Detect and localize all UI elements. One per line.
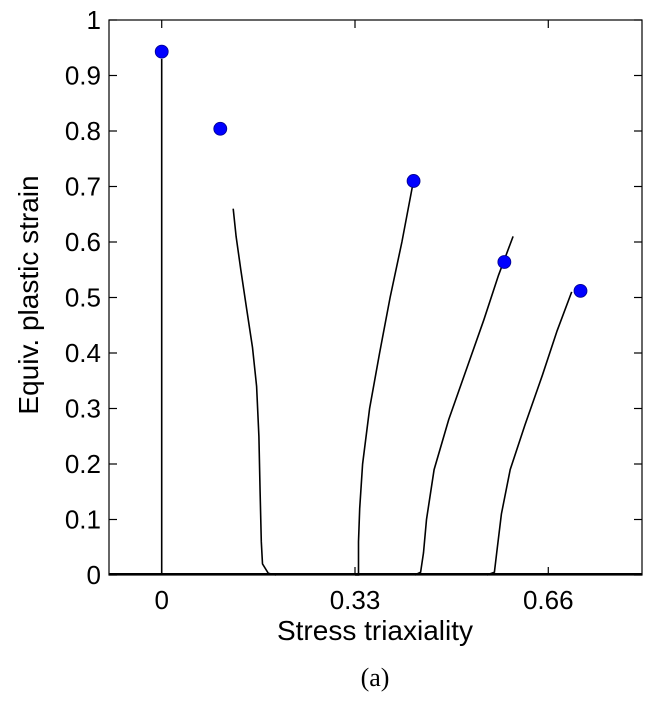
- fracture-point-4: [573, 283, 588, 298]
- y-tick-label: 0.8: [65, 116, 101, 146]
- strain-path-1: [232, 208, 277, 576]
- y-tick-label: 1: [87, 5, 101, 35]
- data-markers: [154, 44, 588, 298]
- plot-frame: [108, 19, 643, 576]
- y-tick-label: 0.1: [65, 505, 101, 535]
- x-axis: 0 0.33 0.66: [154, 20, 574, 615]
- y-tick-label: 0.7: [65, 172, 101, 202]
- fracture-point-0: [154, 44, 169, 59]
- y-tick-label: 0.6: [65, 227, 101, 257]
- y-axis-label: Equiv. plastic strain: [13, 175, 44, 414]
- strain-path-2: [355, 186, 414, 576]
- data-lines: [109, 58, 642, 576]
- fracture-point-2: [406, 174, 421, 188]
- y-tick-label: 0.4: [65, 338, 101, 368]
- y-axis: 0 0.1 0.2 0.3 0.4 0.5 0.6 0.7 0.8 0.9 1: [65, 5, 642, 590]
- y-tick-label: 0.3: [65, 394, 101, 424]
- x-tick-label: 0: [154, 585, 168, 615]
- y-tick-label: 0.2: [65, 449, 101, 479]
- figure-caption: (a): [361, 663, 390, 692]
- y-tick-label: 0.9: [65, 61, 101, 91]
- y-tick-label: 0.5: [65, 283, 101, 313]
- x-axis-label: Stress triaxiality: [277, 615, 473, 646]
- x-tick-label: 0.66: [523, 585, 574, 615]
- strain-path-4: [486, 291, 573, 576]
- y-tick-label: 0: [87, 560, 101, 590]
- strain-path-3: [414, 236, 514, 576]
- x-tick-label: 0.33: [330, 585, 381, 615]
- fracture-point-1: [213, 121, 228, 136]
- fracture-point-3: [497, 255, 512, 269]
